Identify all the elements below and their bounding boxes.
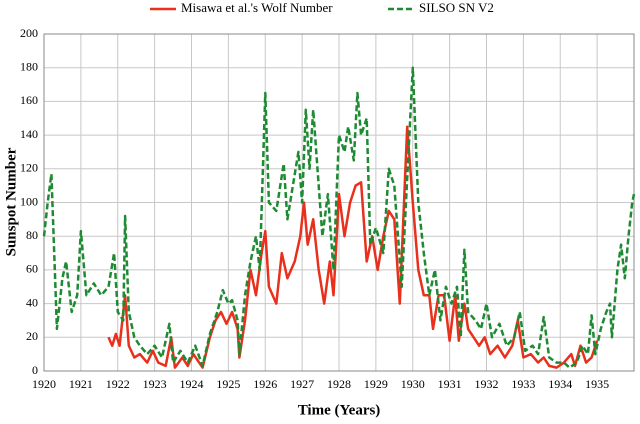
x-tick-label: 1921 [69,377,93,391]
series-line [107,125,599,369]
y-tick-label: 80 [26,228,38,242]
x-tick-label: 1926 [253,377,277,391]
x-axis-title: Time (Years) [298,402,381,418]
y-tick-label: 180 [20,59,38,73]
y-tick-label: 200 [20,26,38,40]
y-tick-label: 140 [20,127,38,141]
x-tick-label: 1925 [216,377,240,391]
x-tick-label: 1931 [438,377,462,391]
y-tick-label: 0 [32,363,38,377]
y-tick-label: 160 [20,93,38,107]
x-tick-label: 1922 [106,377,130,391]
x-tick-label: 1929 [364,377,388,391]
plot-frame [43,33,635,372]
series-line [42,66,636,369]
x-tick-label: 1927 [290,377,314,391]
x-tick-label: 1932 [475,377,499,391]
x-tick-label: 1930 [401,377,425,391]
x-tick-label: 1935 [585,377,609,391]
y-tick-label: 60 [26,262,38,276]
y-axis-title: Sunspot Number [3,147,19,256]
x-tick-label: 1924 [180,377,204,391]
legend-label: SILSO SN V2 [419,0,494,15]
x-tick-label: 1933 [511,377,535,391]
x-tick-label: 1928 [327,377,351,391]
legend-label: Misawa et al.'s Wolf Number [181,0,333,15]
y-tick-label: 120 [20,161,38,175]
y-tick-label: 100 [20,194,38,208]
y-tick-label: 40 [26,295,38,309]
x-tick-label: 1934 [548,377,572,391]
y-tick-label: 20 [26,329,38,343]
x-tick-label: 1920 [32,377,56,391]
x-tick-label: 1923 [143,377,167,391]
